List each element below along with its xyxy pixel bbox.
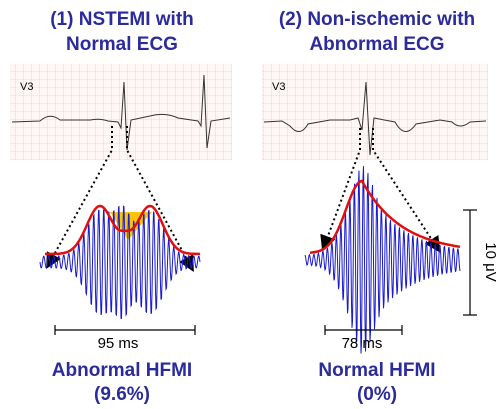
panel-title: (1) NSTEMI with: [50, 9, 194, 30]
duration-label: 95 ms: [98, 335, 139, 352]
panel-title: Abnormal ECG: [309, 34, 444, 55]
ecg-strip: [262, 64, 488, 160]
result: Normal HFMI: [318, 360, 435, 381]
scale-label: 10 μV: [482, 242, 498, 282]
hf-waveform: [305, 166, 460, 353]
result: (9.6%): [94, 384, 150, 405]
ecg-strip: [10, 64, 232, 160]
lead-label: V3: [272, 81, 285, 93]
result: Abnormal HFMI: [52, 360, 192, 381]
panel-title: Normal ECG: [66, 34, 178, 55]
lead-label: V3: [20, 81, 33, 93]
duration-label: 78 ms: [342, 335, 383, 352]
result: (0%): [357, 384, 397, 405]
panel-title: (2) Non-ischemic with: [279, 9, 475, 30]
waveforms: [40, 166, 460, 353]
figure: (1) NSTEMI with Normal ECG (2) Non-ische…: [0, 0, 498, 409]
